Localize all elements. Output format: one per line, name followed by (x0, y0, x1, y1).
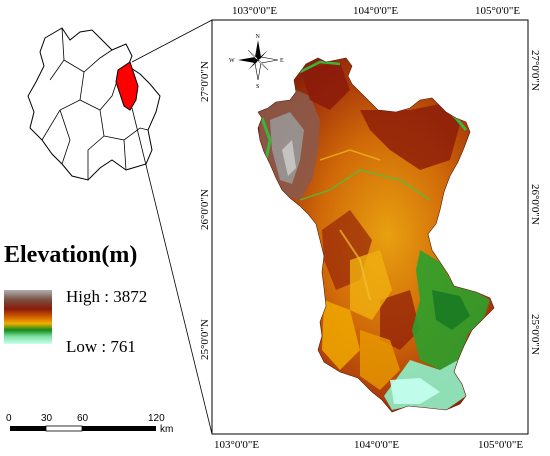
lat-label: 26°0'0"N (199, 189, 211, 230)
compass-n: N (256, 34, 261, 40)
latitude-labels-right: 27°0'0"N 26°0'0"N 25°0'0"N (529, 50, 541, 355)
scale-unit: km (160, 424, 173, 435)
legend-color-ramp (4, 290, 52, 344)
compass-e: E (280, 58, 284, 64)
inset-connector-lines (131, 19, 213, 435)
compass-w: W (229, 58, 235, 64)
lat-label: 27°0'0"N (529, 50, 541, 91)
scale-bar: 0 30 60 120 km (6, 413, 173, 435)
north-arrow-icon: N S E W (229, 34, 284, 90)
longitude-labels-top: 103°0'0"E 104°0'0"E 105°0'0"E (232, 5, 520, 17)
compass-s: S (256, 84, 259, 90)
legend-title: Elevation(m) (4, 242, 137, 268)
legend-high-label: High : 3872 (66, 287, 147, 306)
legend-low-label: Low : 761 (66, 337, 136, 356)
latitude-labels-left: 27°0'0"N 26°0'0"N 25°0'0"N (199, 61, 211, 360)
lon-label: 105°0'0"E (478, 439, 523, 451)
longitude-labels-bottom: 103°0'0"E 104°0'0"E 105°0'0"E (214, 439, 523, 451)
lat-label: 25°0'0"N (529, 314, 541, 355)
lat-label: 25°0'0"N (199, 319, 211, 360)
province-outline (27, 27, 161, 181)
scale-tick-label: 30 (41, 413, 53, 424)
lon-label: 105°0'0"E (475, 5, 520, 17)
highlighted-prefecture (115, 61, 139, 111)
scale-tick-label: 0 (6, 413, 12, 424)
lon-label: 103°0'0"E (232, 5, 277, 17)
scale-tick-label: 120 (148, 413, 165, 424)
legend: Elevation(m) High : 3872 Low : 761 (4, 242, 147, 356)
lat-label: 27°0'0"N (199, 61, 211, 102)
lon-label: 104°0'0"E (354, 439, 399, 451)
inset-province-map (27, 27, 161, 181)
prefecture-boundaries (41, 27, 149, 180)
lon-label: 103°0'0"E (214, 439, 259, 451)
lat-label: 26°0'0"N (529, 184, 541, 225)
scale-tick-label: 60 (77, 413, 89, 424)
lon-label: 104°0'0"E (353, 5, 398, 17)
